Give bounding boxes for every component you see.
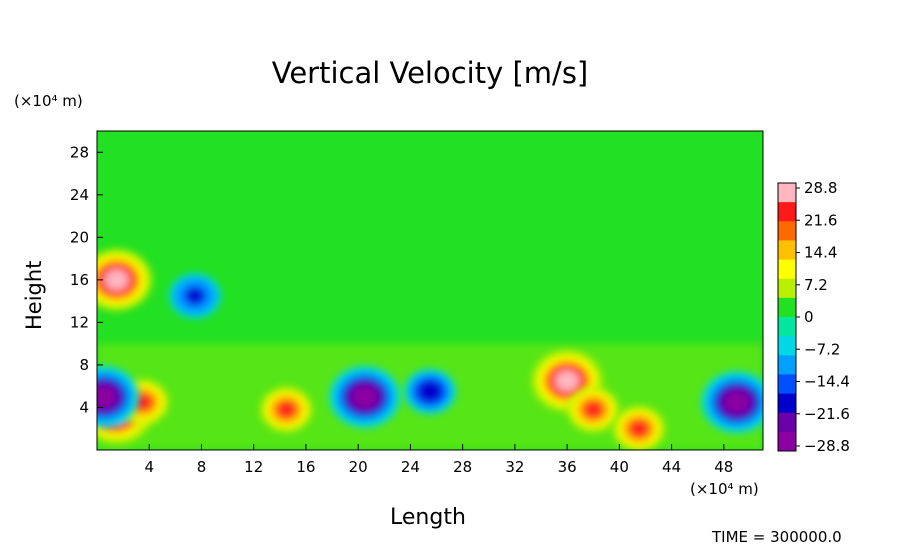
colorbar-segment [778, 412, 796, 433]
x-tick-label: 44 [662, 458, 681, 476]
x-tick-label: 16 [296, 458, 315, 476]
field-cell-downdraft [329, 366, 401, 428]
colorbar-tick-label: 28.8 [804, 179, 837, 197]
contour-level [724, 391, 749, 413]
contour-level [97, 386, 116, 408]
colorbar-segment [778, 240, 796, 261]
x-axis-label: Length [390, 505, 466, 530]
field-cell-downdraft [97, 366, 139, 428]
y-tick-label: 20 [70, 228, 89, 246]
x-tick-label: 8 [197, 458, 207, 476]
colorbar-segment [778, 221, 796, 241]
contour-level [104, 269, 129, 291]
time-label: TIME = 300000.0 [712, 528, 842, 546]
colorbar-tick-label: −7.2 [804, 340, 840, 358]
contour-level [630, 421, 648, 437]
colorbar-segment [778, 297, 796, 318]
colorbar-segment [778, 355, 796, 375]
contour-level [352, 386, 377, 408]
y-tick-label: 16 [70, 271, 89, 289]
field-cell-updraft [260, 387, 313, 433]
x-tick-label: 48 [714, 458, 733, 476]
field-cell-downdraft [169, 273, 221, 319]
colorbar-segment [778, 393, 796, 414]
colorbar-tick-label: −28.8 [804, 437, 850, 455]
contour-level [186, 288, 204, 304]
y-axis-unit: (×10⁴ m) [14, 92, 83, 110]
y-tick-label: 12 [70, 313, 89, 331]
colorbar-segment [778, 431, 796, 452]
x-axis: 4 8 12 16 20 24 28 32 36 40 44 48 [144, 444, 733, 476]
velocity-field [97, 249, 763, 450]
colorbar-tick-label: −21.6 [804, 405, 850, 423]
y-tick-label: 24 [70, 186, 89, 204]
y-tick-label: 4 [79, 398, 89, 416]
y-axis: 4 8 12 16 20 24 28 [70, 143, 103, 416]
colorbar-segment [778, 259, 796, 280]
colorbar-segment [778, 336, 796, 356]
colorbar-tick-label: −14.4 [804, 373, 850, 391]
colorbar-segment [778, 183, 796, 203]
x-tick-label: 28 [453, 458, 472, 476]
colorbar-segment [778, 317, 796, 337]
colorbar-tick-label: 21.6 [804, 211, 837, 229]
contour-level [555, 370, 580, 392]
colorbar-segment [778, 278, 796, 299]
chart-title: Vertical Velocity [m/s] [271, 56, 589, 90]
x-tick-label: 40 [610, 458, 629, 476]
x-tick-label: 4 [144, 458, 154, 476]
colorbar-tick-label: 14.4 [804, 244, 837, 262]
colorbar-segment [778, 374, 796, 395]
plot-frame [96, 130, 764, 451]
x-tick-label: 32 [505, 458, 524, 476]
field-cell-updraft [567, 387, 620, 433]
contour-level [421, 383, 439, 400]
contour-level [584, 401, 603, 418]
colorbar-tick-label: 7.2 [804, 276, 828, 294]
y-tick-label: 28 [70, 143, 89, 161]
colorbar: 28.8 21.6 14.4 7.2 0 −7.2 −14.4 −21.6 −28.8 [777, 179, 850, 455]
colorbar-tick-label: 0 [804, 308, 814, 326]
field-cell-updraft [97, 249, 152, 311]
x-tick-label: 36 [558, 458, 577, 476]
field-cell-updraft [613, 406, 665, 450]
x-tick-label: 24 [401, 458, 420, 476]
colorbar-segment [778, 202, 796, 222]
y-tick-label: 8 [79, 356, 89, 374]
field-cell-downdraft [701, 371, 763, 433]
field-cell-downdraft [404, 368, 456, 415]
x-tick-label: 12 [244, 458, 263, 476]
x-axis-unit: (×10⁴ m) [690, 480, 759, 498]
contour-level [277, 401, 296, 418]
x-tick-label: 20 [349, 458, 368, 476]
